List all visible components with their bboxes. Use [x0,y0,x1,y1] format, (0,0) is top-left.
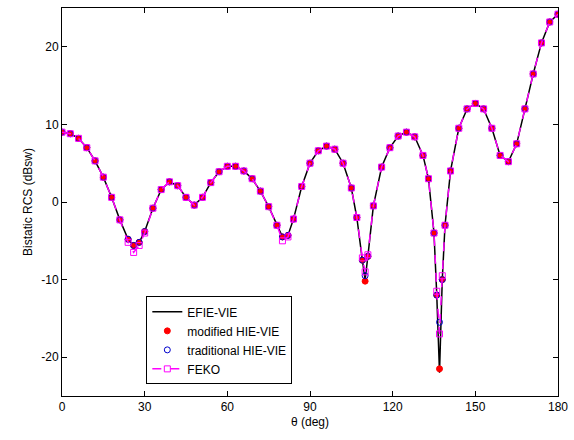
svg-text:20: 20 [45,40,59,54]
svg-text:traditional HIE-VIE: traditional HIE-VIE [187,344,286,358]
svg-text:0: 0 [52,195,59,209]
svg-text:0: 0 [59,400,66,414]
svg-text:120: 120 [383,400,403,414]
svg-text:Bistatic RCS (dBsw): Bistatic RCS (dBsw) [21,148,35,256]
svg-text:180: 180 [548,400,568,414]
svg-text:60: 60 [221,400,235,414]
svg-text:EFIE-VIE: EFIE-VIE [187,306,237,320]
svg-text:FEKO: FEKO [187,363,220,377]
svg-text:10: 10 [45,118,59,132]
svg-text:θ (deg): θ (deg) [291,415,329,429]
svg-text:150: 150 [465,400,485,414]
svg-text:30: 30 [138,400,152,414]
svg-text:90: 90 [303,400,317,414]
svg-text:modified HIE-VIE: modified HIE-VIE [187,325,279,339]
svg-text:-10: -10 [41,273,59,287]
svg-text:-20: -20 [41,350,59,364]
